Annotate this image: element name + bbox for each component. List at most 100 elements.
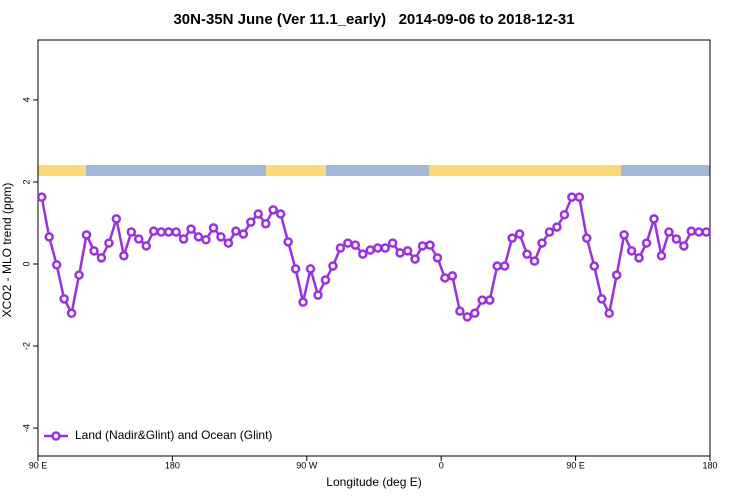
point [253, 209, 264, 219]
ocean-band [326, 165, 429, 176]
point [350, 240, 361, 250]
point [74, 270, 84, 280]
point [320, 275, 331, 285]
land-band [429, 165, 621, 176]
point [514, 229, 525, 239]
point [201, 235, 211, 245]
point [156, 227, 166, 237]
point [410, 254, 420, 264]
point [425, 240, 435, 250]
point [596, 294, 607, 304]
point [335, 243, 346, 253]
point [679, 241, 689, 251]
x-tick-label: 90 E [29, 460, 48, 470]
chart-title: 30N-35N June (Ver 11.1_early) 2014-09-06… [173, 11, 574, 28]
plot-frame [37, 39, 711, 457]
point [208, 223, 219, 233]
point [537, 238, 547, 248]
point [634, 253, 644, 263]
point [126, 227, 137, 237]
point [567, 192, 577, 202]
point [387, 238, 398, 248]
point [455, 306, 465, 316]
point [283, 237, 293, 247]
point [148, 226, 159, 236]
point [462, 312, 473, 322]
point [701, 227, 712, 237]
point [36, 192, 47, 202]
land-band [38, 165, 86, 176]
point [246, 217, 256, 227]
ocean-band [86, 165, 266, 176]
point [507, 233, 517, 243]
point [477, 295, 488, 305]
point [260, 219, 271, 229]
point [559, 210, 570, 220]
point [671, 234, 682, 244]
point [365, 245, 376, 255]
x-axis-label: Longitude (deg E) [326, 475, 421, 489]
point [544, 227, 555, 237]
point [440, 273, 450, 283]
point [275, 209, 286, 219]
point [178, 234, 189, 244]
series-line [40, 195, 707, 319]
x-tick-label: 90 W [296, 460, 318, 470]
point [44, 232, 54, 242]
point [358, 249, 368, 259]
ocean-band [621, 165, 710, 176]
point [51, 260, 62, 270]
point [238, 229, 249, 239]
point [163, 227, 174, 237]
y-axis-label: XCO2 - MLO trend (ppm) [0, 183, 14, 318]
point [589, 261, 600, 271]
x-tick-label: 90 E [566, 460, 585, 470]
point [111, 214, 122, 224]
land-band [266, 165, 326, 176]
y-tick-label: -4 [21, 424, 31, 432]
point [447, 271, 458, 281]
point [484, 295, 495, 305]
point [611, 270, 622, 280]
point [372, 243, 383, 253]
point [186, 224, 196, 234]
point [66, 308, 77, 318]
point [141, 241, 152, 251]
x-tick-label: 0 [439, 460, 444, 470]
point [402, 246, 413, 256]
point [574, 192, 585, 202]
point [290, 264, 301, 274]
point [626, 246, 637, 256]
surface-band [38, 165, 710, 176]
point [96, 253, 107, 263]
point [470, 308, 480, 318]
y-tick-label: 4 [21, 97, 31, 102]
point [231, 226, 241, 236]
point [395, 248, 405, 258]
point [134, 234, 144, 244]
point [223, 238, 234, 248]
point [641, 238, 652, 248]
point [417, 241, 428, 251]
point [664, 227, 674, 237]
point [298, 297, 308, 307]
point [499, 261, 510, 271]
point [686, 226, 697, 236]
point [305, 264, 316, 274]
y-tick-label: 2 [21, 179, 31, 184]
point [582, 233, 592, 243]
point [89, 246, 99, 256]
point [649, 214, 659, 224]
point [552, 222, 562, 232]
point [171, 227, 181, 237]
point [104, 238, 114, 248]
point [268, 205, 278, 215]
x-tick-label: 180 [165, 460, 180, 470]
point [529, 256, 540, 266]
point [619, 230, 629, 240]
y-tick-label: -2 [21, 342, 31, 350]
legend-label: Land (Nadir&Glint) and Ocean (Glint) [75, 428, 272, 442]
point [343, 238, 353, 248]
point [522, 249, 532, 259]
